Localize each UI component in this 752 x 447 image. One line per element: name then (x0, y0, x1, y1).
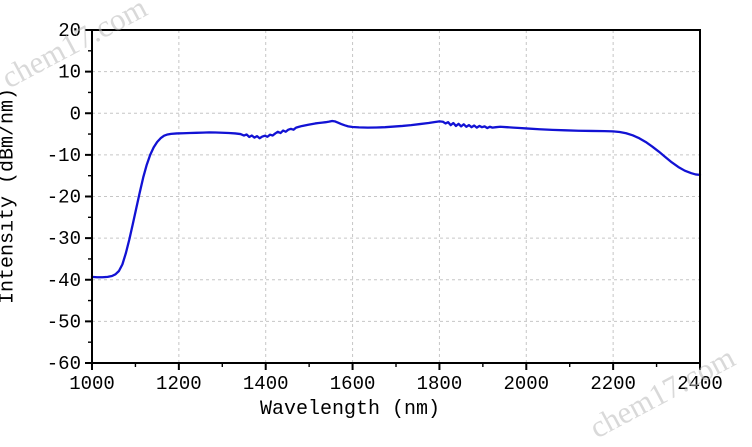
y-tick-label: 20 (58, 20, 81, 42)
x-tick-label: 2400 (677, 373, 723, 395)
x-tick-label: 1000 (69, 373, 115, 395)
y-tick-label: -50 (47, 311, 81, 333)
axis-tick-labels: 1000 1200 1400 1600 1800 2000 2200 2400 20 10 0 -10… (47, 20, 723, 395)
y-tick-label: -10 (47, 145, 81, 167)
series-spectrum (90, 119, 702, 279)
x-tick-label: 1600 (330, 373, 376, 395)
x-tick-label: 1200 (156, 373, 202, 395)
y-tick-label: -60 (47, 353, 81, 375)
x-tick-label: 1800 (417, 373, 463, 395)
axis-ticks (85, 29, 701, 370)
y-tick-label: -20 (47, 187, 81, 209)
y-axis-title: Intensity (dBm/nm) (0, 87, 20, 305)
y-tick-label: -30 (47, 228, 81, 250)
x-tick-label: 2200 (590, 373, 636, 395)
x-tick-label: 1400 (243, 373, 289, 395)
y-tick-label: 10 (58, 62, 81, 84)
x-tick-label: 2000 (503, 373, 549, 395)
y-tick-label: 0 (70, 103, 81, 125)
x-axis-title: Wavelength (nm) (259, 398, 441, 421)
spectrum-curve (90, 119, 702, 279)
gridlines (92, 30, 700, 363)
y-tick-label: -40 (47, 270, 81, 292)
